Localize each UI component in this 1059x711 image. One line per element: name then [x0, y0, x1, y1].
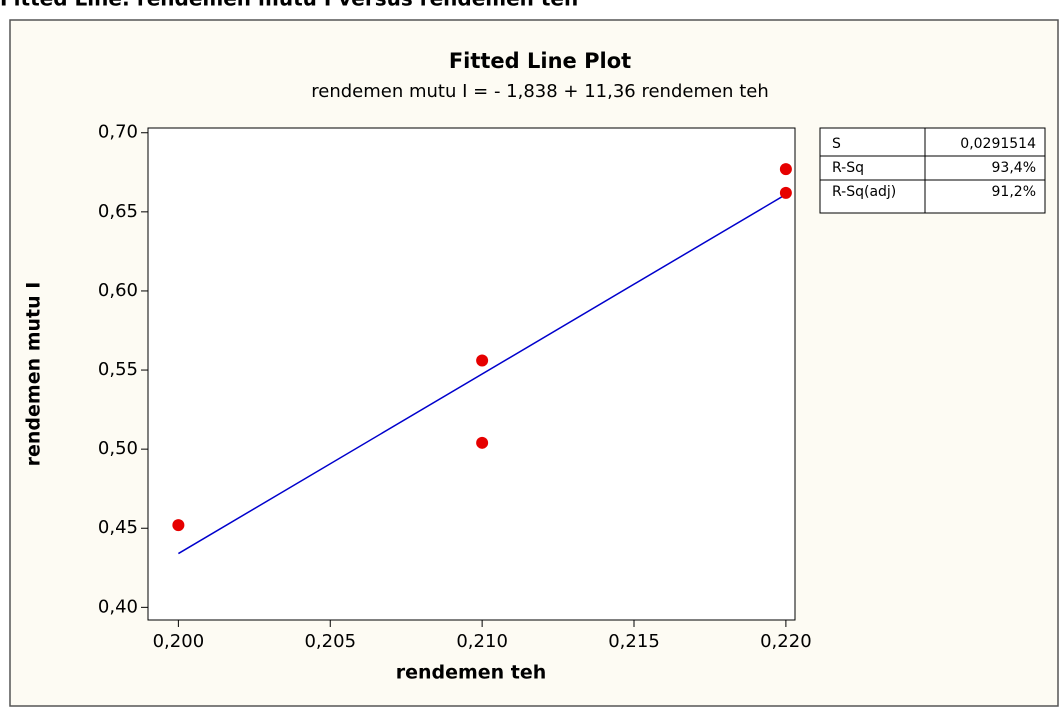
data-point [476, 355, 488, 367]
stat-label: S [832, 136, 841, 152]
plot-area [148, 128, 795, 620]
stat-value: 91,2% [992, 184, 1036, 200]
chart-subtitle: rendemen mutu I = - 1,838 + 11,36 rendem… [311, 81, 768, 102]
stat-label: R-Sq [832, 160, 864, 176]
y-tick-label: 0,70 [98, 122, 138, 143]
chart-title: Fitted Line Plot [449, 49, 631, 73]
data-point [172, 519, 184, 531]
x-tick-label: 0,220 [760, 631, 812, 652]
data-point [476, 437, 488, 449]
y-tick-label: 0,65 [98, 201, 138, 222]
y-tick-label: 0,45 [98, 517, 138, 538]
stat-value: 93,4% [992, 160, 1036, 176]
x-tick-label: 0,210 [456, 631, 508, 652]
x-tick-label: 0,215 [608, 631, 660, 652]
header: Fitted Line: rendemen mutu I versus rend… [0, 0, 578, 11]
y-tick-label: 0,40 [98, 596, 138, 617]
x-tick-label: 0,200 [153, 631, 205, 652]
stat-value: 0,0291514 [960, 136, 1036, 152]
stat-label: R-Sq(adj) [832, 184, 896, 200]
y-tick-label: 0,60 [98, 280, 138, 301]
x-axis-label: rendemen teh [396, 662, 547, 684]
x-tick-label: 0,205 [304, 631, 356, 652]
page: Fitted Line: rendemen mutu I versus rend… [0, 0, 1059, 707]
y-tick-label: 0,50 [98, 438, 138, 459]
y-tick-label: 0,55 [98, 359, 138, 380]
chart: Fitted Line: rendemen mutu I versus rend… [0, 0, 1059, 707]
data-point [780, 163, 792, 175]
y-axis-label: rendemen mutu I [23, 282, 45, 467]
data-point [780, 187, 792, 199]
